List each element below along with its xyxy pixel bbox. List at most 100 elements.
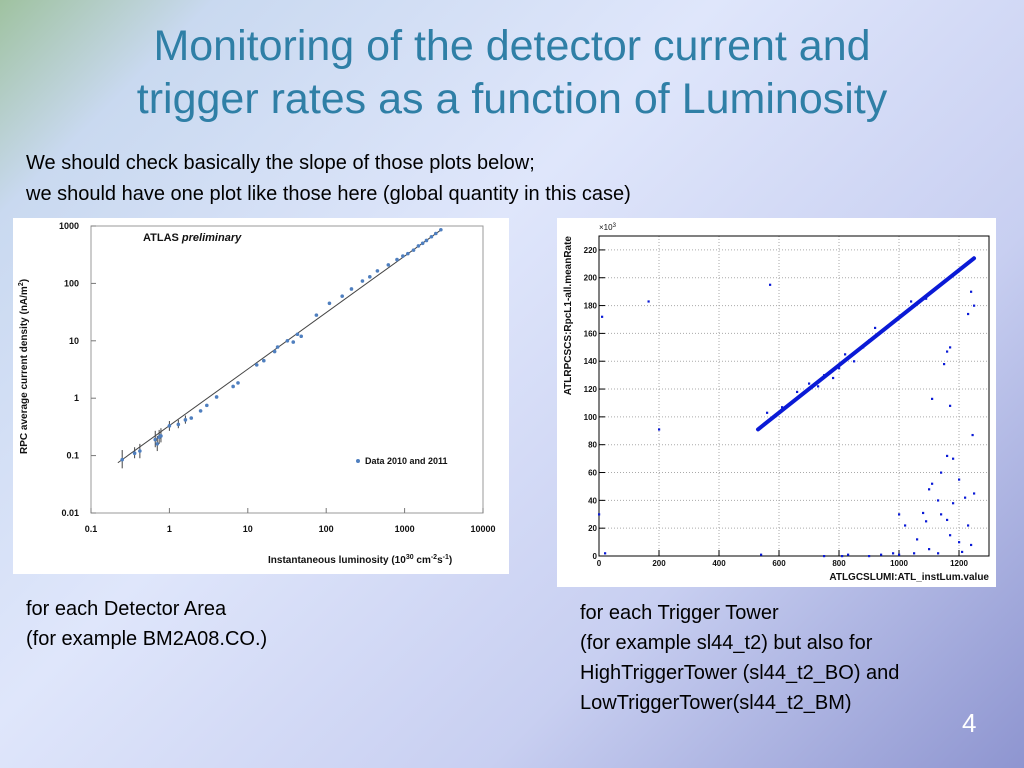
atlas-label: ATLAS [143, 232, 179, 244]
right-caption: for each Trigger Tower (for example sl44… [580, 598, 899, 718]
data-point [314, 313, 319, 317]
data-point [167, 424, 172, 428]
data-point [386, 263, 391, 267]
preliminary-label: preliminary [181, 232, 242, 244]
data-point [601, 315, 604, 318]
left-caption-line-1: for each Detector Area [26, 598, 227, 620]
legend-marker [356, 459, 360, 463]
data-point [176, 422, 181, 427]
data-point [189, 416, 194, 420]
x-tick-label: 400 [712, 559, 726, 568]
y-axis-title: ATLRPCSCS:RpcL1-all.meanRate [563, 236, 574, 396]
x-tick-label: 1000 [890, 559, 908, 568]
data-point [931, 397, 934, 400]
x-tick-label: 0 [597, 559, 602, 568]
y-axis-title: RPC average current density (nA/m2) [18, 279, 30, 454]
data-point [254, 363, 259, 367]
left-caption: for each Detector Area (for example BM2A… [26, 594, 267, 654]
data-point [946, 518, 949, 522]
data-point [847, 553, 850, 556]
data-point [198, 409, 203, 413]
data-point [946, 454, 949, 458]
data-point [970, 543, 973, 547]
y-tick-label: 1000 [59, 221, 79, 231]
intro-text: We should check basically the slope of t… [26, 148, 631, 210]
data-point [604, 552, 607, 555]
data-point [262, 358, 266, 363]
data-point [205, 403, 209, 408]
data-point [928, 488, 931, 491]
data-point [931, 482, 934, 485]
y-tick-label: 200 [584, 274, 598, 283]
data-point [401, 254, 405, 258]
data-point [952, 502, 955, 505]
data-point [340, 294, 345, 298]
data-point [922, 511, 925, 515]
intro-line-2: we should have one plot like those here … [26, 183, 631, 205]
y-tick-label: 60 [588, 469, 597, 478]
x-axis-title: ATLGCSLUMI:ATL_instLum.value [829, 572, 989, 583]
data-point [411, 248, 416, 252]
data-point [153, 437, 158, 442]
data-point [327, 301, 332, 306]
y-tick-label: 0.1 [66, 451, 79, 461]
slide-title: Monitoring of the detector current and t… [0, 20, 1024, 126]
data-point [925, 520, 928, 523]
y-tick-label: 1 [74, 393, 79, 403]
x-tick-label: 100 [319, 524, 334, 534]
data-point [973, 304, 976, 307]
data-point [964, 496, 967, 499]
data-point [658, 428, 661, 431]
data-point [155, 442, 160, 446]
x-tick-label: 600 [772, 559, 786, 568]
data-point [183, 418, 188, 422]
data-point [375, 269, 380, 273]
data-point [844, 353, 847, 356]
x-tick-label: 800 [832, 559, 846, 568]
right-caption-line-4: LowTriggerTower(sl44_t2_BM) [580, 692, 852, 714]
data-point [952, 457, 955, 460]
left-chart-panel: 0.1 1 10 100 1000 10000 0.01 0.1 1 10 100 1000 ATL… [13, 218, 509, 574]
data-point [433, 231, 438, 236]
data-point [838, 367, 841, 370]
data-point [299, 334, 304, 339]
trigger-rate-chart: 0 200 400 600 800 1000 1200 0 20 40 60 80 100 120 140… [563, 223, 990, 583]
y-tick-label: 100 [64, 278, 79, 288]
x-tick-label: 1 [167, 524, 172, 534]
data-point [291, 340, 296, 344]
plot-frame [90, 225, 484, 514]
main-band [756, 256, 976, 432]
data-point [928, 548, 931, 551]
y-tick-label: 20 [588, 524, 597, 533]
y-tick-label: 120 [584, 385, 598, 394]
data-point [940, 513, 943, 516]
data-point [406, 251, 410, 256]
current-density-chart: 0.1 1 10 100 1000 10000 0.01 0.1 1 10 100 1000 ATL… [18, 221, 496, 566]
data-point [817, 385, 820, 388]
data-point [898, 553, 901, 556]
y-tick-label: 140 [584, 357, 598, 366]
intro-line-1: We should check basically the slope of t… [26, 152, 535, 174]
right-caption-line-1: for each Trigger Tower [580, 602, 779, 624]
data-point [961, 550, 964, 554]
x-axis-title: Instantaneous luminosity (1030 cm-2s-1) [268, 554, 452, 566]
x-tick-label: 10 [243, 524, 253, 534]
data-point [868, 555, 871, 558]
x-tick-label: 1200 [950, 559, 968, 568]
data-point [970, 290, 973, 293]
x-tick-label: 10000 [470, 524, 495, 534]
data-point [841, 555, 844, 558]
data-point [420, 241, 425, 246]
title-line-2: trigger rates as a function of Luminosit… [136, 75, 888, 123]
data-point [823, 374, 826, 377]
data-point [647, 300, 650, 303]
data-point [946, 350, 949, 353]
y-tick-label: 160 [584, 329, 598, 338]
y-tick-label: 100 [584, 413, 598, 422]
data-point [949, 404, 952, 407]
data-point [368, 275, 372, 279]
right-chart-panel: 0 200 400 600 800 1000 1200 0 20 40 60 80 100 120 140… [557, 218, 996, 587]
left-caption-line-2: (for example BM2A08.CO.) [26, 628, 268, 650]
data-point [937, 552, 940, 555]
data-point [360, 279, 365, 283]
